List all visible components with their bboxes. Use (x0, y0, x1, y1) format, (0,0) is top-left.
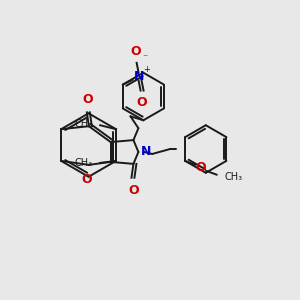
Text: CH₃: CH₃ (225, 172, 243, 182)
Text: +: + (144, 65, 150, 74)
Text: O: O (128, 184, 139, 197)
Text: O: O (196, 161, 206, 174)
Text: N: N (134, 70, 144, 83)
Text: CH₃: CH₃ (74, 119, 92, 129)
Text: O: O (82, 93, 93, 106)
Text: O: O (136, 95, 147, 109)
Text: N: N (140, 146, 151, 158)
Text: O: O (82, 173, 92, 186)
Text: CH₃: CH₃ (74, 158, 92, 168)
Text: ⁻: ⁻ (142, 53, 148, 63)
Text: O: O (130, 45, 141, 58)
